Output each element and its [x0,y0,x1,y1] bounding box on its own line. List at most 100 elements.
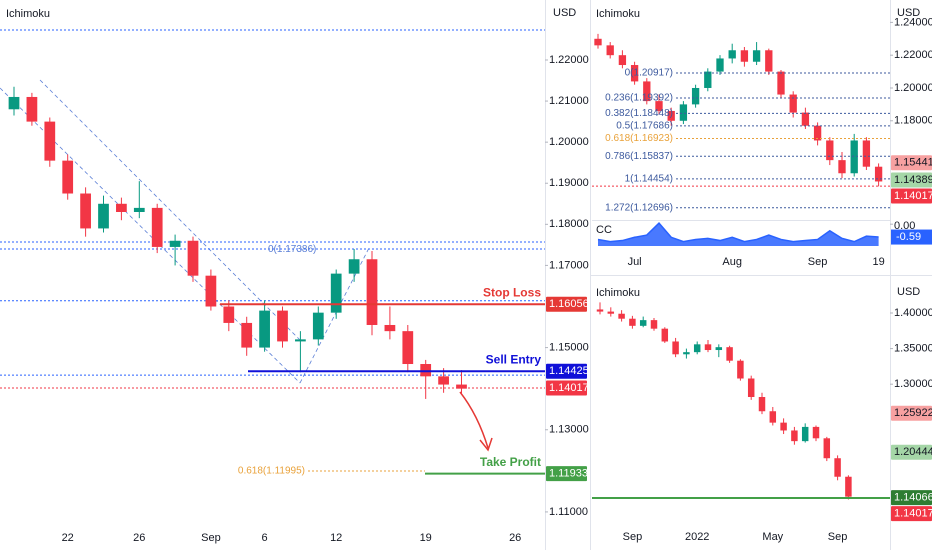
candle-body [838,160,846,174]
y-tick-label: 1.18000 [549,218,589,230]
price-label-box [546,380,587,396]
candle-body [151,207,163,247]
x-tick-label: Aug [722,256,742,268]
axis-unit: USD [897,7,920,19]
level-name: Stop Loss [483,285,541,299]
x-tick-label: 26 [509,532,521,544]
candle-body [704,71,712,88]
candle-body [728,50,736,59]
candle-body [348,259,360,274]
y-tick-label: 1.30000 [894,378,932,390]
fib-label: 0.618(1.11995) [238,466,305,477]
candle-body [765,50,773,72]
price-label: 1.14389 [894,174,932,186]
price-label: 1.14017 [549,382,589,394]
arrow-head [479,437,493,452]
candle-body [456,384,467,389]
y-tick-label: 1.19000 [549,177,589,189]
candle-body [606,45,614,56]
arrow [459,391,489,449]
level-name: Take Profit [480,455,541,469]
x-tick-label: 19 [872,256,884,268]
candle-body [596,309,604,312]
candle-body [438,376,449,385]
candle-body [693,344,701,353]
fib-label: 0.786(1.15837) [605,151,673,162]
candle-body [116,203,127,212]
candle-body [62,160,74,194]
y-tick-label: 0.00 [894,220,915,232]
x-tick-label: Sep [808,256,828,268]
price-label-box [891,405,932,421]
fib-label: 0.5(1.17686) [616,121,673,132]
y-tick-label: 1.20000 [894,82,932,94]
y-tick-label: 1.22000 [549,54,589,66]
price-label: 1.11933 [549,467,588,479]
price-label: 1.14425 [549,365,589,377]
price-label-box [891,490,932,506]
candle-body [791,430,798,442]
y-tick-label: 1.40000 [894,307,932,319]
x-tick-label: 6 [262,532,268,544]
indicator-name: CC [596,224,612,236]
candle-body [740,50,749,62]
fib-label: 1.272(1.12696) [605,202,673,213]
candle-body [80,193,91,229]
x-tick-label: 12 [330,532,342,544]
indicator-value-box [891,229,932,245]
price-label-box [546,363,587,379]
fib-label: 0.382(1.18448) [605,108,673,119]
y-tick-label: 1.13000 [549,424,589,436]
candle-body [812,426,820,439]
y-tick-label: 1.21000 [549,95,589,107]
price-label: 1.14017 [894,508,932,520]
candle-body [704,344,712,351]
candle-body [259,310,270,348]
panel-title: Ichimoku [596,8,640,20]
axis-unit: USD [553,7,576,19]
candle-body [44,121,56,161]
y-tick-label: 1.22000 [894,49,932,61]
y-tick-label: 1.11000 [549,506,588,518]
candle-body [295,339,306,342]
y-tick-label: 1.17000 [549,259,589,271]
candle-body [330,273,342,313]
candle-body [98,203,109,229]
y-tick-label: 1.24000 [894,16,932,28]
candle-body [850,140,858,174]
panel-title: Ichimoku [596,287,640,299]
panel-title: Ichimoku [6,8,50,20]
candle-body [752,50,761,62]
candle-body [834,458,841,477]
fib-label: 0.236(1.19392) [605,93,673,104]
candle-body [312,312,324,340]
candle-body [874,166,883,182]
candle-body [789,94,797,113]
candle-body [862,140,871,167]
x-tick-label: May [762,531,783,543]
price-label-box [891,506,932,522]
candle-body [8,96,20,110]
x-tick-label: Sep [623,531,643,543]
candle-body [726,347,733,361]
fib-label: 0.618(1.16923) [605,133,673,144]
candle-body [205,275,217,307]
fib-label: 0(1.20917) [625,68,673,79]
price-label: 1.15441 [894,157,932,169]
y-tick-label: 1.18000 [894,115,932,127]
price-label-box [891,155,932,171]
x-tick-label: Jul [628,256,642,268]
candle-body [618,55,627,66]
candle-body [780,422,787,431]
y-tick-label: 1.20000 [549,136,589,148]
candle-body [420,364,432,377]
candle-body [716,58,724,72]
candle-body [650,320,658,329]
y-tick-label: 1.15000 [549,341,589,353]
candle-body [747,378,755,398]
candle-body [133,207,145,212]
candle-body [630,65,639,82]
candle-body [667,110,675,121]
price-label: 1.14066 [894,492,932,504]
